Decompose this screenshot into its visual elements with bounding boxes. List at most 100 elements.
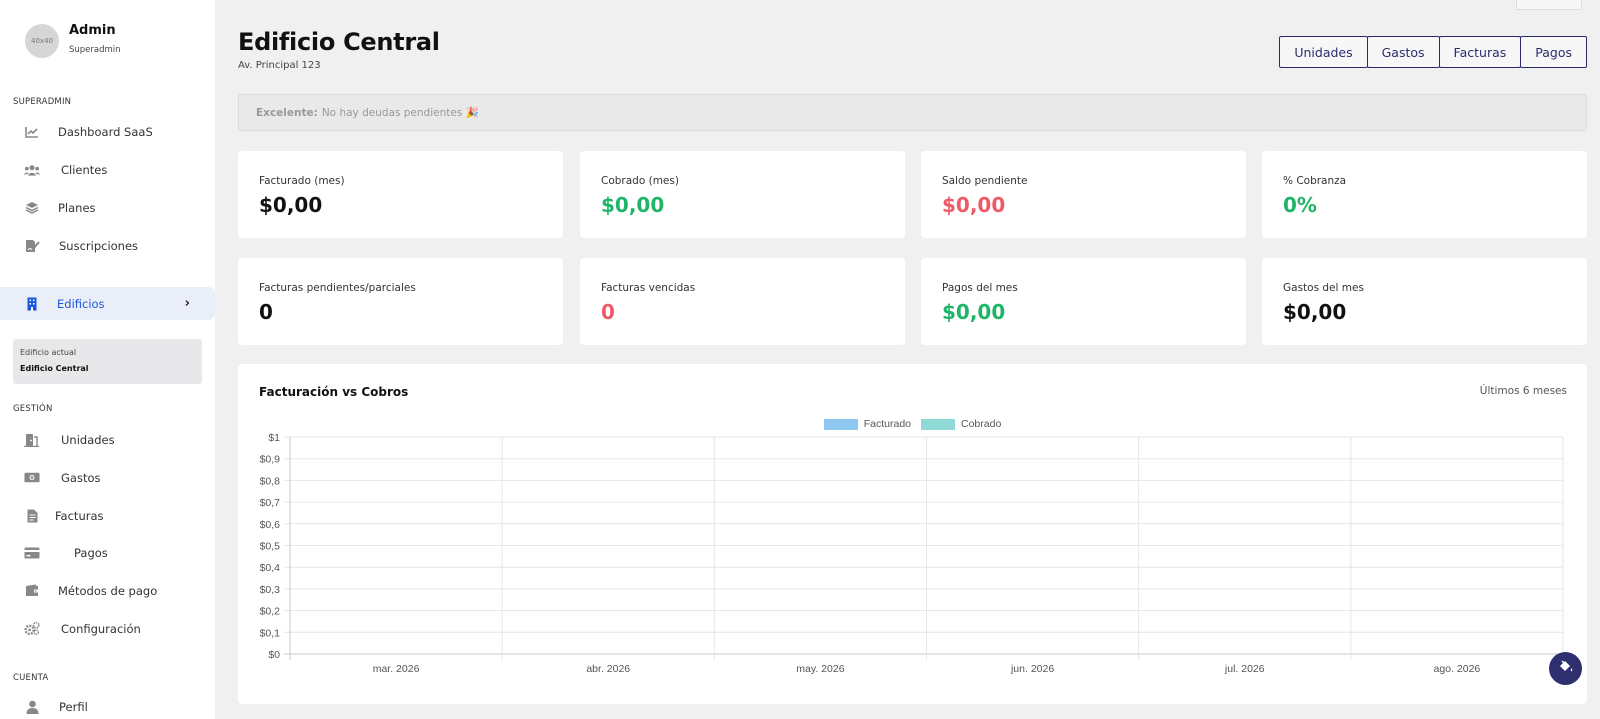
- x-tick-label: abr. 2026: [586, 663, 630, 675]
- y-tick-label: $0,7: [260, 497, 281, 509]
- stat-label: Saldo pendiente: [942, 175, 1028, 187]
- y-tick-label: $0,1: [260, 627, 281, 639]
- sidebar-item-label: Pagos: [74, 545, 108, 560]
- stat-label: Cobrado (mes): [601, 175, 679, 187]
- stat-value: 0%: [1283, 193, 1317, 217]
- sidebar-item-configuracion[interactable]: Configuración: [0, 612, 215, 645]
- sidebar-item-edificios[interactable]: Edificios ›: [0, 287, 215, 320]
- floating-paint-button[interactable]: [1549, 652, 1582, 685]
- x-tick-label: may. 2026: [796, 663, 844, 675]
- stat-card-cobranza: % Cobranza 0%: [1262, 151, 1587, 238]
- paint-bucket-icon: [1558, 659, 1574, 678]
- sidebar: 40x40 Admin Superadmin SUPERADMIN Dashbo…: [0, 0, 215, 719]
- section-label-gestion: GESTIÓN: [13, 404, 53, 414]
- stat-card-gastos-mes: Gastos del mes $0,00: [1262, 258, 1587, 345]
- sidebar-item-label: Configuración: [61, 621, 141, 636]
- users-icon: [24, 162, 40, 178]
- stat-label: % Cobranza: [1283, 175, 1347, 187]
- alert-strong: Excelente:: [256, 106, 318, 119]
- stat-card-facturas-pendientes: Facturas pendientes/parciales 0: [238, 258, 563, 345]
- sidebar-item-planes[interactable]: Planes: [0, 191, 215, 224]
- user-icon: [24, 699, 40, 715]
- sidebar-item-clientes[interactable]: Clientes: [0, 153, 215, 186]
- header-button-group: Unidades Gastos Facturas Pagos: [1279, 36, 1587, 68]
- x-tick-label: mar. 2026: [373, 663, 420, 675]
- current-building-box: Edificio actual Edificio Central: [13, 339, 202, 384]
- section-label-superadmin: SUPERADMIN: [13, 97, 72, 107]
- money-icon: [24, 470, 40, 486]
- chart-plot: $0 $0,1 $0,2 $0,3 $0,4 $0,5 $0,6 $0,7 $0,8 $0,9 $1…: [260, 432, 1564, 675]
- y-tick-label: $0,2: [260, 606, 281, 618]
- x-tick-label: ago. 2026: [1434, 663, 1481, 675]
- sidebar-item-label: Edificios: [57, 296, 105, 311]
- stat-card-pagos-mes: Pagos del mes $0,00: [921, 258, 1246, 345]
- sidebar-item-label: Métodos de pago: [58, 583, 158, 598]
- y-tick-label: $1: [268, 432, 280, 444]
- y-tick-label: $0,6: [260, 519, 281, 531]
- file-signature-icon: [24, 238, 40, 254]
- stat-label: Gastos del mes: [1283, 282, 1364, 294]
- y-tick-label: $0,4: [260, 562, 281, 574]
- stat-value: 0: [601, 300, 615, 324]
- x-tick-label: jul. 2026: [1224, 663, 1265, 675]
- wallet-icon: [24, 583, 40, 599]
- stat-card-facturado: Facturado (mes) $0,00: [238, 151, 563, 238]
- sidebar-item-facturas[interactable]: Facturas: [0, 499, 215, 532]
- stat-label: Facturas pendientes/parciales: [259, 282, 416, 294]
- user-name: Admin: [69, 23, 116, 38]
- current-building-value: Edificio Central: [20, 364, 89, 373]
- top-corner-tab: [1516, 0, 1582, 10]
- door-icon: [24, 432, 40, 448]
- pagos-button[interactable]: Pagos: [1520, 36, 1587, 68]
- sidebar-item-label: Facturas: [55, 508, 104, 523]
- current-building-label: Edificio actual: [20, 348, 77, 357]
- gastos-button[interactable]: Gastos: [1366, 36, 1440, 68]
- stat-value: 0: [259, 300, 273, 324]
- chart-title: Facturación vs Cobros: [259, 385, 409, 399]
- y-tick-label: $0: [268, 649, 280, 661]
- invoice-icon: [24, 508, 40, 524]
- status-alert: Excelente: No hay deudas pendientes 🎉: [238, 94, 1587, 131]
- facturas-button[interactable]: Facturas: [1438, 36, 1522, 68]
- stat-card-facturas-vencidas: Facturas vencidas 0: [580, 258, 905, 345]
- page-subtitle: Av. Principal 123: [238, 60, 321, 71]
- sidebar-item-dashboard-saas[interactable]: Dashboard SaaS: [0, 115, 215, 148]
- y-tick-label: $0,3: [260, 584, 281, 596]
- chart-card: Facturación vs Cobros Últimos 6 meses Fa…: [238, 364, 1587, 704]
- sidebar-item-label: Suscripciones: [59, 238, 139, 253]
- stat-value: $0,00: [942, 300, 1006, 324]
- chart-line-icon: [24, 124, 40, 140]
- chart-range-label: Últimos 6 meses: [1479, 385, 1567, 397]
- stat-value: $0,00: [259, 193, 323, 217]
- stat-label: Pagos del mes: [942, 282, 1018, 294]
- user-role: Superadmin: [69, 45, 121, 55]
- stat-value: $0,00: [601, 193, 665, 217]
- legend-swatch: [823, 418, 858, 430]
- sidebar-item-pagos[interactable]: Pagos: [0, 536, 215, 569]
- sidebar-item-label: Planes: [58, 200, 96, 215]
- sidebar-item-perfil[interactable]: Perfil: [0, 690, 215, 719]
- layers-icon: [24, 200, 40, 216]
- legend-item-facturado[interactable]: Facturado: [823, 418, 911, 430]
- legend-label: Cobrado: [961, 418, 1002, 430]
- stat-value: $0,00: [1283, 300, 1347, 324]
- sidebar-item-label: Perfil: [59, 699, 88, 714]
- building-icon: [24, 296, 40, 312]
- stat-label: Facturas vencidas: [601, 282, 696, 294]
- stat-card-saldo-pendiente: Saldo pendiente $0,00: [921, 151, 1246, 238]
- sidebar-item-label: Dashboard SaaS: [58, 124, 153, 139]
- legend-item-cobrado[interactable]: Cobrado: [921, 418, 1001, 430]
- y-tick-label: $0,8: [260, 475, 281, 487]
- credit-card-icon: [24, 545, 40, 561]
- sidebar-item-unidades[interactable]: Unidades: [0, 423, 215, 456]
- legend-swatch: [921, 418, 955, 430]
- y-tick-label: $0,5: [260, 541, 281, 553]
- sidebar-item-label: Unidades: [61, 432, 115, 447]
- sidebar-item-gastos[interactable]: Gastos: [0, 461, 215, 494]
- sidebar-item-metodos-de-pago[interactable]: Métodos de pago: [0, 574, 215, 607]
- sidebar-item-suscripciones[interactable]: Suscripciones: [0, 229, 215, 262]
- page-title: Edificio Central: [238, 28, 440, 56]
- unidades-button[interactable]: Unidades: [1279, 36, 1368, 68]
- avatar: 40x40: [25, 24, 59, 58]
- cogs-icon: [24, 621, 40, 637]
